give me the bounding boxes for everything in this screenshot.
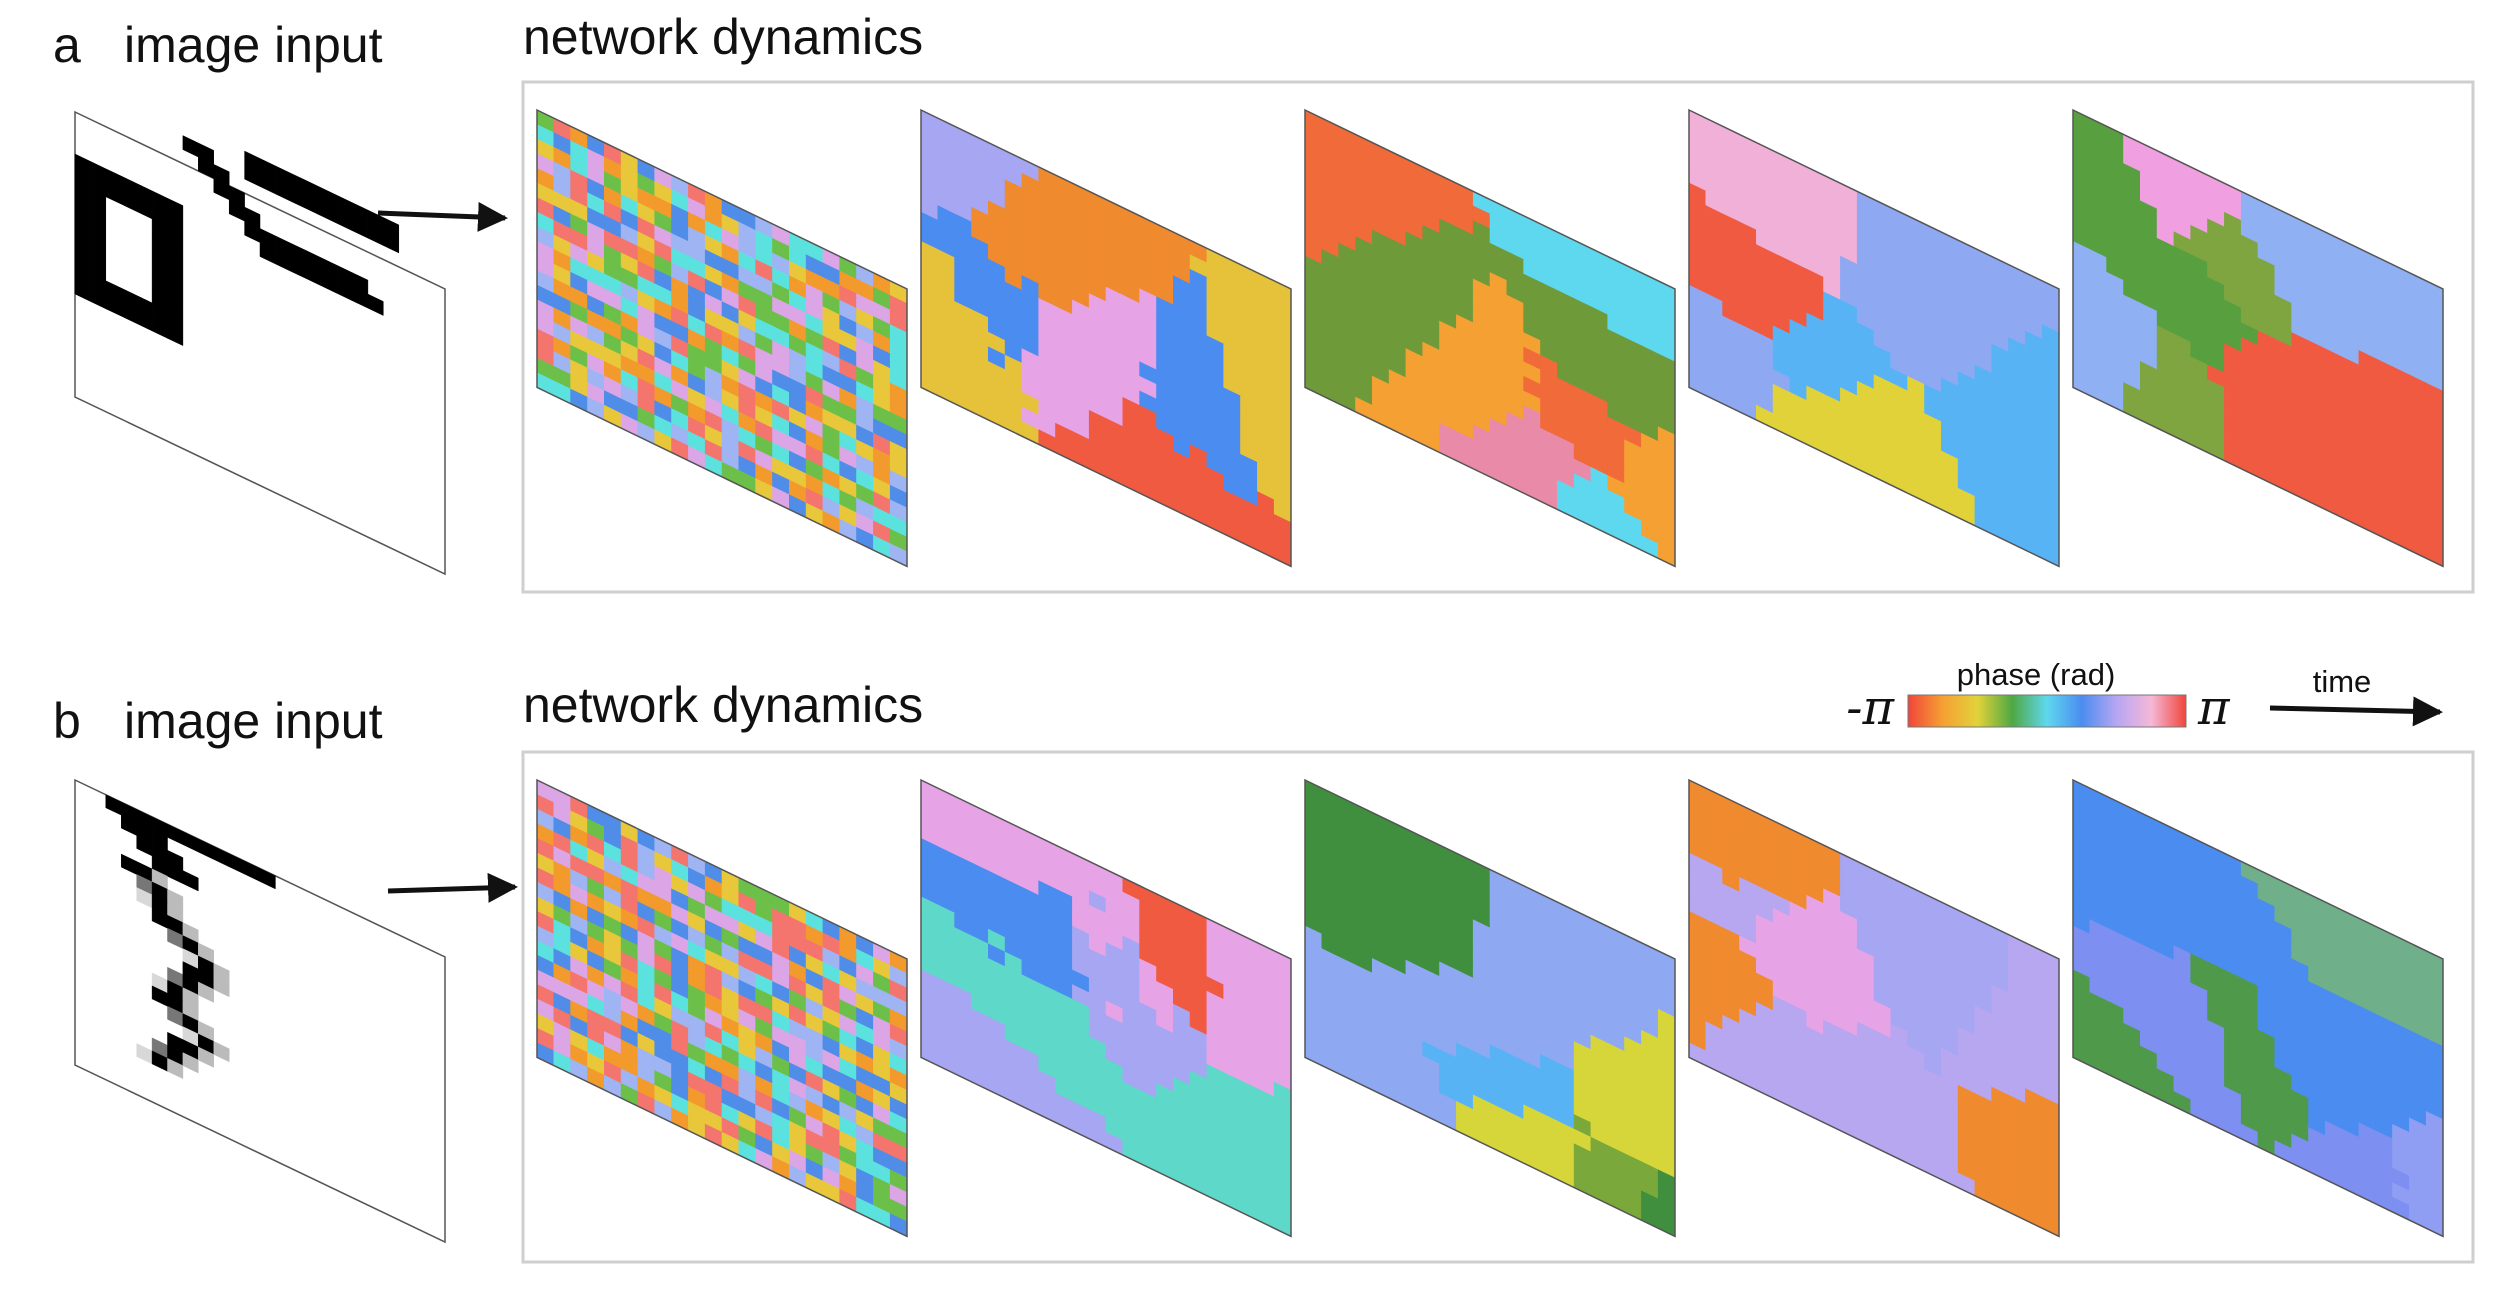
panel-a-dynamics-label: network dynamics [523, 9, 923, 65]
panel-b-frame-3 [1304, 778, 1676, 1238]
phase-colorbar [1907, 694, 2187, 728]
panel-a-input-label: image input [124, 17, 383, 73]
panel-b: b image input network dynamics [53, 677, 2475, 1264]
panel-a-frame-2 [920, 108, 1292, 568]
time-arrow [2269, 696, 2443, 727]
panel-a-frame-1 [536, 108, 908, 568]
panel-b-frame-2 [920, 778, 1292, 1238]
panel-a-frame-5 [2072, 108, 2444, 568]
panel-a-frame-4 [1688, 108, 2060, 568]
phase-legend: phase (rad) -π π time [1846, 657, 2443, 736]
time-label: time [2313, 664, 2372, 699]
panel-b-letter: b [53, 693, 81, 749]
panel-a-dynamics-frame [521, 80, 2475, 594]
panel-a-input-image [74, 110, 446, 576]
panel-a: a image input network dynamics [53, 9, 2475, 594]
panel-a-frame-3 [1304, 108, 1676, 568]
panel-b-input-label: image input [124, 693, 383, 749]
panel-a-letter: a [53, 17, 81, 73]
panel-b-frame-5 [2072, 778, 2444, 1238]
panel-a-frames [536, 108, 2444, 568]
panel-b-frames [536, 778, 2444, 1238]
legend-title: phase (rad) [1957, 657, 2116, 692]
panel-b-frame-1 [536, 778, 908, 1238]
panel-a-input-arrow [377, 201, 508, 232]
legend-min-label: -π [1846, 680, 1895, 736]
panel-b-dynamics-frame [521, 750, 2475, 1264]
panel-b-input-arrow [387, 872, 518, 903]
panel-b-frame-4 [1688, 778, 2060, 1238]
panel-b-dynamics-label: network dynamics [523, 677, 923, 733]
legend-max-label: π [2197, 680, 2231, 736]
panel-b-input-image [74, 778, 446, 1244]
